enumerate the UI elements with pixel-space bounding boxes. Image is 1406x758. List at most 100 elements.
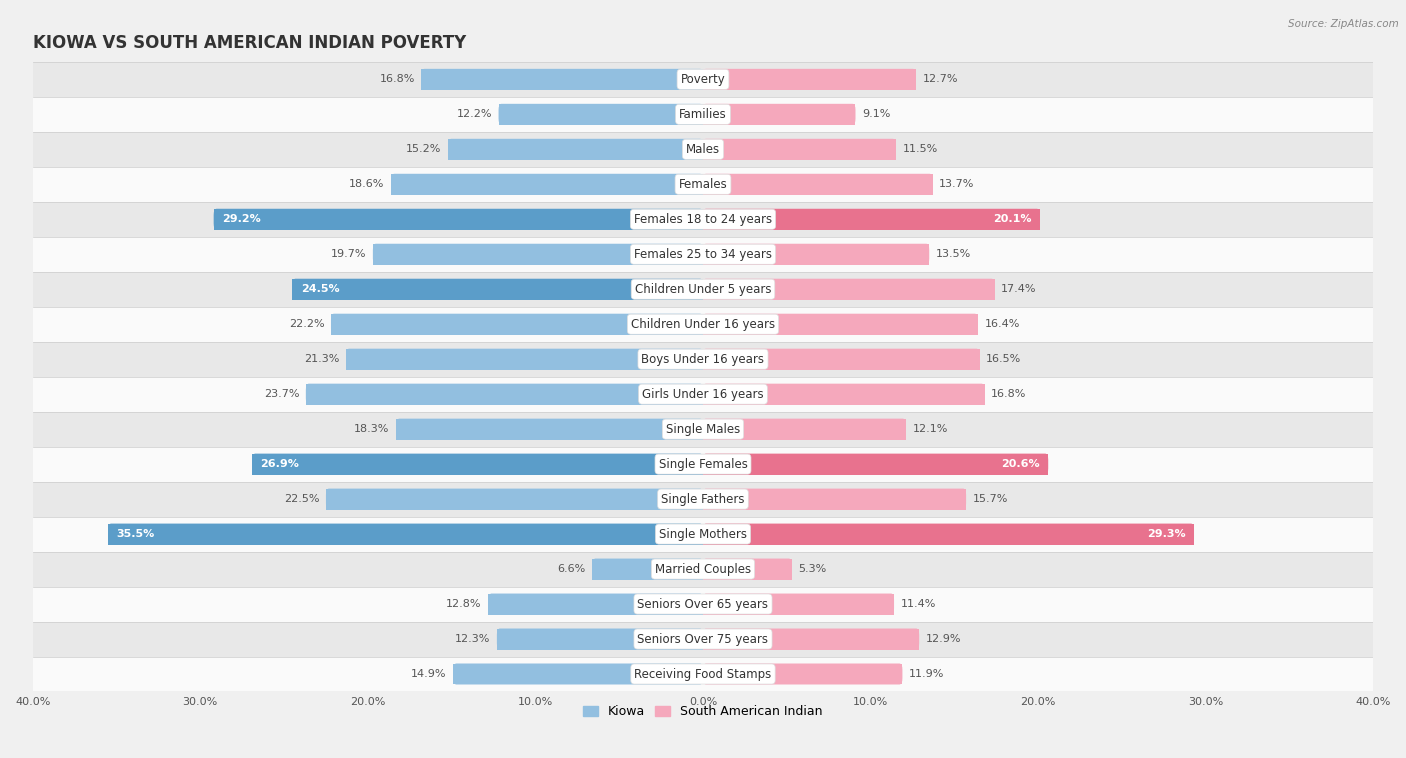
FancyBboxPatch shape xyxy=(32,202,1374,236)
FancyBboxPatch shape xyxy=(703,663,903,684)
FancyBboxPatch shape xyxy=(32,446,1374,481)
Text: 22.5%: 22.5% xyxy=(284,494,319,504)
FancyBboxPatch shape xyxy=(703,453,1049,475)
FancyBboxPatch shape xyxy=(449,139,703,160)
Text: 18.6%: 18.6% xyxy=(349,180,385,190)
Text: 16.8%: 16.8% xyxy=(991,389,1026,399)
FancyBboxPatch shape xyxy=(422,69,703,90)
FancyBboxPatch shape xyxy=(108,524,703,544)
Bar xyxy=(373,244,703,265)
FancyBboxPatch shape xyxy=(453,663,703,684)
FancyBboxPatch shape xyxy=(391,174,703,195)
FancyBboxPatch shape xyxy=(488,594,703,615)
FancyBboxPatch shape xyxy=(346,349,703,370)
FancyBboxPatch shape xyxy=(32,132,1374,167)
FancyBboxPatch shape xyxy=(32,62,1374,97)
Text: Children Under 5 years: Children Under 5 years xyxy=(634,283,772,296)
Text: 18.3%: 18.3% xyxy=(354,424,389,434)
Text: 14.9%: 14.9% xyxy=(411,669,447,679)
Text: 11.5%: 11.5% xyxy=(903,144,938,155)
FancyBboxPatch shape xyxy=(703,489,966,509)
Text: Males: Males xyxy=(686,143,720,156)
FancyBboxPatch shape xyxy=(32,622,1374,656)
Bar xyxy=(703,174,932,195)
FancyBboxPatch shape xyxy=(32,587,1374,622)
Text: 22.2%: 22.2% xyxy=(288,319,325,329)
Text: Receiving Food Stamps: Receiving Food Stamps xyxy=(634,668,772,681)
Text: Single Mothers: Single Mothers xyxy=(659,528,747,540)
Bar xyxy=(422,69,703,90)
FancyBboxPatch shape xyxy=(32,412,1374,446)
FancyBboxPatch shape xyxy=(32,307,1374,342)
FancyBboxPatch shape xyxy=(307,384,703,405)
Bar xyxy=(453,663,703,684)
FancyBboxPatch shape xyxy=(703,104,855,125)
Text: Girls Under 16 years: Girls Under 16 years xyxy=(643,387,763,401)
Bar xyxy=(330,314,703,335)
Text: 20.1%: 20.1% xyxy=(993,215,1032,224)
FancyBboxPatch shape xyxy=(703,349,980,370)
FancyBboxPatch shape xyxy=(330,314,703,335)
Text: Families: Families xyxy=(679,108,727,121)
Bar xyxy=(252,453,703,475)
Bar xyxy=(307,384,703,405)
Text: Source: ZipAtlas.com: Source: ZipAtlas.com xyxy=(1288,19,1399,29)
Text: 9.1%: 9.1% xyxy=(862,109,890,119)
Text: Seniors Over 75 years: Seniors Over 75 years xyxy=(637,632,769,646)
FancyBboxPatch shape xyxy=(703,174,932,195)
Text: 19.7%: 19.7% xyxy=(330,249,366,259)
Text: 12.3%: 12.3% xyxy=(454,634,491,644)
Bar xyxy=(703,314,977,335)
Bar xyxy=(346,349,703,370)
Bar xyxy=(703,594,894,615)
Text: Females 18 to 24 years: Females 18 to 24 years xyxy=(634,213,772,226)
Text: Females 25 to 34 years: Females 25 to 34 years xyxy=(634,248,772,261)
Bar xyxy=(703,663,903,684)
Text: 15.2%: 15.2% xyxy=(406,144,441,155)
Text: 17.4%: 17.4% xyxy=(1001,284,1036,294)
Text: 13.7%: 13.7% xyxy=(939,180,974,190)
FancyBboxPatch shape xyxy=(214,208,703,230)
Text: 29.3%: 29.3% xyxy=(1147,529,1185,539)
Text: 24.5%: 24.5% xyxy=(301,284,339,294)
Bar xyxy=(703,489,966,509)
Text: 20.6%: 20.6% xyxy=(1001,459,1040,469)
Bar xyxy=(391,174,703,195)
Bar xyxy=(214,208,703,230)
FancyBboxPatch shape xyxy=(32,552,1374,587)
FancyBboxPatch shape xyxy=(32,656,1374,691)
FancyBboxPatch shape xyxy=(32,481,1374,517)
Text: Married Couples: Married Couples xyxy=(655,562,751,575)
Text: 21.3%: 21.3% xyxy=(304,354,339,364)
FancyBboxPatch shape xyxy=(32,236,1374,271)
FancyBboxPatch shape xyxy=(703,69,915,90)
Text: KIOWA VS SOUTH AMERICAN INDIAN POVERTY: KIOWA VS SOUTH AMERICAN INDIAN POVERTY xyxy=(32,34,465,52)
FancyBboxPatch shape xyxy=(703,314,977,335)
Text: Seniors Over 65 years: Seniors Over 65 years xyxy=(637,597,769,610)
Bar xyxy=(703,524,1194,544)
Text: 23.7%: 23.7% xyxy=(264,389,299,399)
Text: Children Under 16 years: Children Under 16 years xyxy=(631,318,775,330)
FancyBboxPatch shape xyxy=(496,628,703,650)
Text: 11.9%: 11.9% xyxy=(910,669,945,679)
Text: 12.1%: 12.1% xyxy=(912,424,948,434)
FancyBboxPatch shape xyxy=(32,97,1374,132)
Bar xyxy=(703,244,929,265)
FancyBboxPatch shape xyxy=(32,377,1374,412)
Bar xyxy=(592,559,703,580)
FancyBboxPatch shape xyxy=(396,418,703,440)
Text: 29.2%: 29.2% xyxy=(222,215,260,224)
Bar xyxy=(703,139,896,160)
Legend: Kiowa, South American Indian: Kiowa, South American Indian xyxy=(578,700,828,723)
Text: 12.7%: 12.7% xyxy=(922,74,957,84)
FancyBboxPatch shape xyxy=(703,244,929,265)
Bar xyxy=(703,279,994,299)
FancyBboxPatch shape xyxy=(373,244,703,265)
Text: 35.5%: 35.5% xyxy=(117,529,155,539)
FancyBboxPatch shape xyxy=(703,524,1194,544)
FancyBboxPatch shape xyxy=(32,517,1374,552)
FancyBboxPatch shape xyxy=(32,271,1374,307)
Text: 12.8%: 12.8% xyxy=(446,599,482,609)
FancyBboxPatch shape xyxy=(703,418,905,440)
FancyBboxPatch shape xyxy=(703,628,920,650)
